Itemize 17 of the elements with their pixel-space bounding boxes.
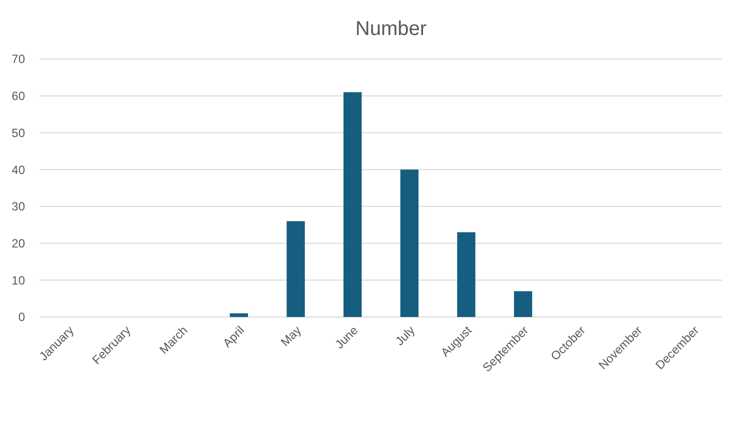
y-tick-label: 70	[12, 52, 26, 66]
bar	[343, 92, 362, 317]
bar	[230, 313, 248, 317]
x-tick-label: July	[392, 323, 418, 348]
y-tick-label: 20	[12, 236, 26, 250]
x-tick-label: May	[278, 323, 304, 350]
y-tick-label: 30	[12, 200, 26, 214]
y-tick-label: 10	[12, 273, 26, 288]
bar	[457, 232, 476, 317]
y-tick-label: 40	[12, 162, 26, 177]
bar	[286, 221, 305, 317]
y-tick-label: 60	[12, 89, 26, 104]
bar	[514, 291, 532, 317]
bar	[400, 170, 419, 317]
y-tick-label: 0	[18, 310, 26, 324]
y-tick-label: 50	[12, 126, 26, 140]
chart-title: Number	[355, 18, 427, 40]
